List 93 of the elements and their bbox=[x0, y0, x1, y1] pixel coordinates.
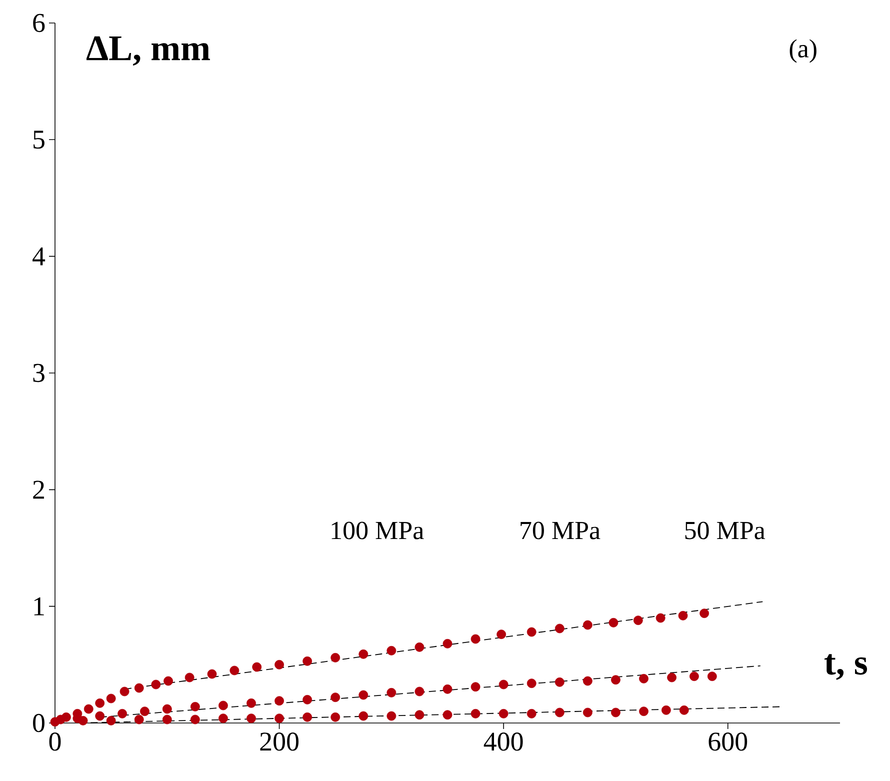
point bbox=[470, 708, 480, 718]
point bbox=[140, 706, 150, 716]
point bbox=[246, 698, 256, 708]
point bbox=[274, 714, 284, 724]
x-tick-label: 400 bbox=[484, 732, 523, 751]
point bbox=[582, 676, 592, 686]
point bbox=[358, 690, 368, 700]
x-tick-label: 200 bbox=[260, 732, 299, 751]
point bbox=[190, 702, 200, 712]
point bbox=[678, 610, 688, 620]
point bbox=[496, 630, 506, 640]
point bbox=[151, 680, 161, 690]
point bbox=[218, 714, 228, 724]
y-tick-label: 1 bbox=[34, 597, 44, 616]
point bbox=[162, 714, 172, 724]
point bbox=[330, 652, 340, 662]
point bbox=[95, 711, 105, 721]
point bbox=[611, 708, 620, 718]
point bbox=[134, 714, 144, 724]
point bbox=[120, 686, 130, 696]
point bbox=[207, 669, 217, 679]
point bbox=[414, 710, 424, 720]
point bbox=[442, 710, 452, 720]
point bbox=[442, 684, 452, 694]
point bbox=[302, 712, 312, 722]
point bbox=[134, 683, 144, 693]
point bbox=[302, 656, 312, 666]
point bbox=[230, 666, 240, 676]
point bbox=[656, 613, 666, 623]
point bbox=[386, 646, 396, 656]
point bbox=[554, 624, 564, 634]
point bbox=[526, 708, 536, 718]
point bbox=[611, 675, 620, 685]
point bbox=[498, 680, 508, 690]
point bbox=[95, 698, 105, 708]
point bbox=[661, 705, 671, 715]
point bbox=[442, 638, 452, 648]
point bbox=[554, 677, 564, 687]
point bbox=[690, 672, 699, 682]
point bbox=[700, 608, 710, 618]
point bbox=[358, 711, 368, 721]
y-tick-label: 0 bbox=[33, 714, 44, 732]
point bbox=[526, 627, 536, 637]
y-tick-label: 6 bbox=[33, 14, 45, 32]
point bbox=[414, 642, 424, 652]
point bbox=[526, 678, 536, 688]
annotation: 70 MPa bbox=[520, 522, 600, 540]
point bbox=[679, 705, 689, 715]
point bbox=[162, 704, 172, 714]
annotation: 100 MPa bbox=[332, 522, 424, 540]
point bbox=[190, 714, 200, 724]
point bbox=[707, 672, 717, 682]
point bbox=[106, 716, 116, 726]
point bbox=[184, 672, 194, 682]
point bbox=[330, 692, 340, 702]
point bbox=[414, 686, 424, 696]
y-tick-label: 3 bbox=[33, 364, 44, 382]
annotation: (a) bbox=[790, 39, 816, 63]
y-tick-label: 2 bbox=[33, 480, 44, 499]
point bbox=[582, 620, 592, 630]
point bbox=[386, 711, 396, 721]
point bbox=[554, 708, 564, 718]
x-tick-label: 600 bbox=[708, 732, 748, 751]
point bbox=[470, 682, 480, 692]
point bbox=[470, 634, 480, 644]
point bbox=[639, 674, 648, 684]
point bbox=[78, 716, 88, 726]
point bbox=[498, 708, 508, 718]
point bbox=[246, 714, 256, 724]
point bbox=[164, 676, 173, 686]
point bbox=[62, 712, 71, 722]
point bbox=[106, 694, 116, 704]
point bbox=[302, 694, 312, 704]
point bbox=[252, 662, 262, 672]
point bbox=[639, 706, 648, 716]
x-axis-title: t, s bbox=[824, 654, 868, 680]
point bbox=[633, 616, 643, 626]
point bbox=[218, 700, 228, 710]
y-tick-label: 5 bbox=[34, 130, 44, 149]
point bbox=[386, 688, 396, 698]
point bbox=[84, 704, 94, 714]
point bbox=[274, 660, 284, 670]
point bbox=[582, 708, 592, 718]
point bbox=[118, 708, 127, 718]
y-tick-label: 4 bbox=[32, 247, 46, 266]
point bbox=[330, 712, 340, 722]
y-axis-title: ΔL, mm bbox=[86, 36, 210, 66]
annotation: 50 MPa bbox=[685, 522, 766, 540]
point bbox=[358, 649, 368, 659]
point bbox=[667, 672, 676, 682]
point bbox=[274, 696, 284, 706]
x-tick-label: 0 bbox=[49, 732, 61, 751]
point bbox=[608, 618, 618, 628]
